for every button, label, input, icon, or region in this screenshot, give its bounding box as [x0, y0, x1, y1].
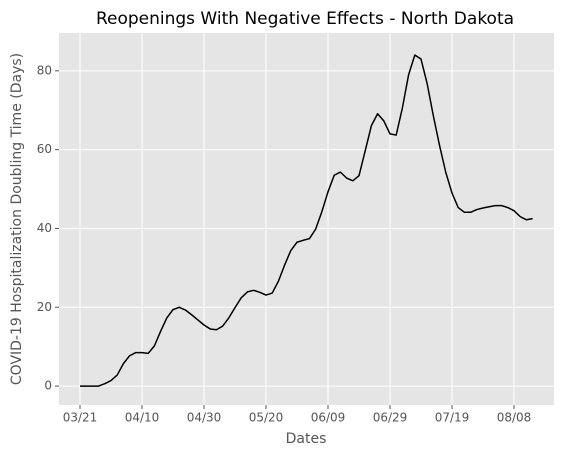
x-tick-label: 08/08 [497, 411, 532, 425]
line [80, 54, 533, 387]
y-tick-label: 40 [37, 221, 52, 235]
y-tick-label: 20 [37, 300, 52, 314]
x-tick-label: 06/09 [311, 411, 346, 425]
x-tick-label: 04/10 [125, 411, 160, 425]
y-axis-label: COVID-19 Hospitalization Doubling Time (… [9, 53, 25, 385]
y-tick-label: 60 [37, 142, 52, 156]
x-tick-label: 05/20 [249, 411, 284, 425]
plot-area [59, 33, 554, 405]
x-tick-label: 04/30 [187, 411, 222, 425]
x-tick-label: 07/19 [435, 411, 470, 425]
x-tick-label: 06/29 [373, 411, 408, 425]
chart-title: Reopenings With Negative Effects - North… [96, 9, 514, 29]
y-tick-label: 80 [37, 63, 52, 77]
x-axis-label: Dates [286, 431, 327, 447]
x-tick-label: 03/21 [63, 411, 98, 425]
y-tick-label: 0 [44, 379, 52, 393]
